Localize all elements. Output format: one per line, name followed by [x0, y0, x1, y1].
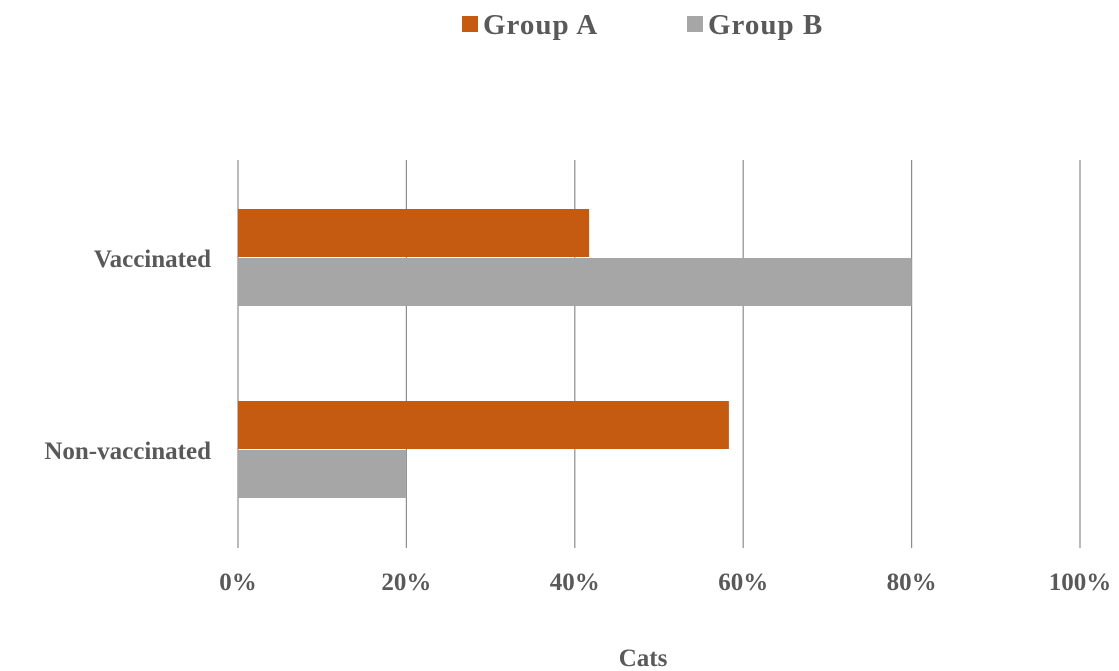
x-tick-label: 20% [381, 569, 431, 596]
category-label: Vaccinated [94, 246, 211, 273]
x-tick-label: 80% [887, 569, 937, 596]
x-tick-label: 0% [219, 569, 257, 596]
x-tick-label: 100% [1049, 569, 1112, 596]
x-tick-label: 60% [718, 569, 768, 596]
category-labels: Vaccinated Non-vaccinated [44, 246, 211, 465]
bar-group-a-non-vaccinated [238, 401, 729, 449]
bar-group-b-non-vaccinated [238, 450, 407, 498]
x-axis-title: Cats [619, 645, 668, 671]
x-tick-labels: 0% 20% 40% 60% 80% 100% [219, 569, 1111, 596]
bar-group-a-vaccinated [238, 209, 590, 257]
bar-group-b-vaccinated [238, 258, 912, 306]
category-label: Non-vaccinated [44, 438, 211, 465]
legend-swatch [687, 16, 703, 32]
legend-label: Group B [708, 9, 823, 41]
x-tick-label: 40% [550, 569, 600, 596]
bars [238, 209, 912, 498]
legend: Group A Group B [462, 9, 823, 41]
legend-swatch [462, 16, 478, 32]
legend-label: Group A [483, 9, 598, 41]
